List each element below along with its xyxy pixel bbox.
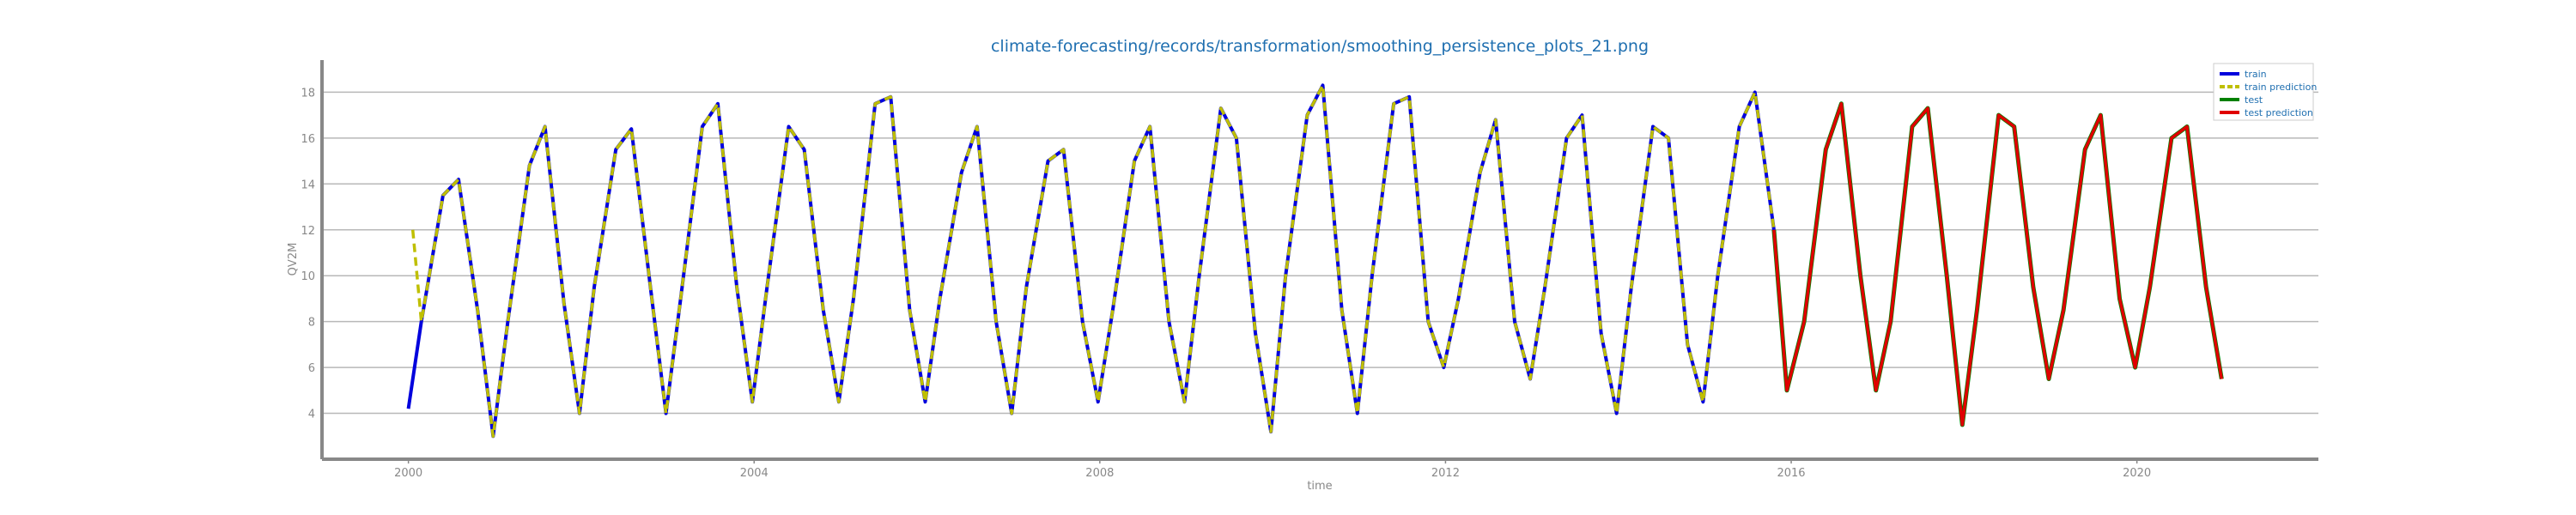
y-tick-label: 6 <box>308 362 315 375</box>
legend-label: test <box>2245 94 2263 106</box>
y-axis-label: QV2M <box>287 243 300 276</box>
series-line-test-prediction <box>1772 102 2224 427</box>
y-tick-label: 18 <box>301 87 315 100</box>
x-axis-label: time <box>1307 480 1332 493</box>
y-tick-label: 14 <box>301 179 315 191</box>
y-tick-label: 8 <box>308 317 315 330</box>
series-line-train <box>406 83 1776 439</box>
x-tick-label: 2004 <box>740 467 769 480</box>
y-tick-label: 12 <box>301 225 315 238</box>
axes <box>320 60 2318 461</box>
x-tick-label: 2016 <box>1777 467 1805 480</box>
y-tick-label: 4 <box>308 409 315 421</box>
x-ticks: 2000 2004 2008 2012 2016 2020 <box>394 459 2151 480</box>
x-tick-label: 2012 <box>1431 467 1460 480</box>
x-tick-label: 2000 <box>394 467 422 480</box>
y-tick-label: 16 <box>301 133 315 146</box>
x-tick-label: 2020 <box>2123 467 2151 480</box>
legend-label: train <box>2245 69 2267 80</box>
y-ticks: 4 6 8 10 12 14 16 18 <box>301 87 315 421</box>
y-tick-label: 10 <box>301 270 315 283</box>
series-layer <box>406 83 2224 439</box>
chart-title: climate-forecasting/records/transformati… <box>991 37 1649 56</box>
x-tick-label: 2008 <box>1085 467 1114 480</box>
legend-label: train prediction <box>2245 82 2317 93</box>
legend-label: test prediction <box>2245 107 2313 118</box>
